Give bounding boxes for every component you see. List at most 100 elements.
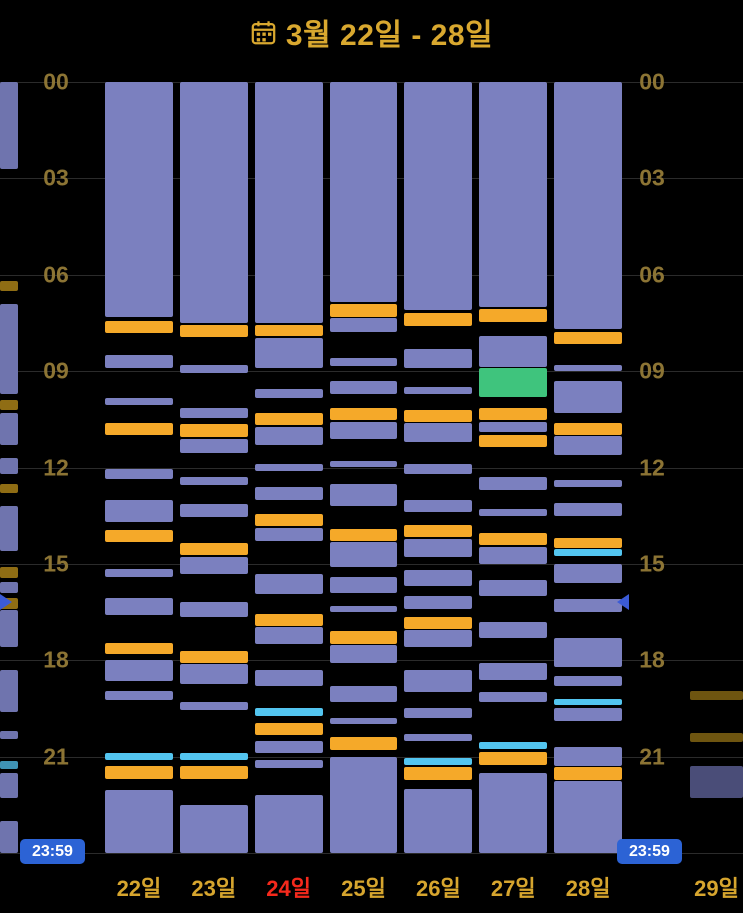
timeline-segment[interactable] [554, 538, 623, 548]
day-column-26일[interactable] [404, 82, 473, 853]
timeline-segment[interactable] [254, 514, 323, 526]
timeline-segment[interactable] [0, 412, 18, 445]
timeline-segment[interactable] [0, 820, 18, 853]
timeline-segment[interactable] [105, 355, 173, 368]
timeline-segment[interactable] [254, 388, 323, 399]
timeline-segment[interactable] [105, 499, 173, 523]
timeline-segment[interactable] [554, 780, 623, 853]
timeline-segment[interactable] [0, 281, 18, 291]
timeline-segment[interactable] [554, 698, 623, 706]
timeline-segment[interactable] [554, 708, 623, 722]
timeline-segment[interactable] [404, 630, 473, 648]
timeline-segment[interactable] [179, 753, 248, 760]
timeline-segment[interactable] [105, 568, 173, 577]
timeline-segment[interactable] [479, 421, 548, 432]
timeline-segment[interactable] [105, 597, 173, 616]
day-column-24일[interactable] [254, 82, 323, 853]
timeline-segment[interactable] [179, 804, 248, 853]
timeline-segment[interactable] [0, 730, 18, 739]
day-column-22일[interactable] [105, 82, 173, 853]
timeline-segment[interactable] [254, 426, 323, 445]
day-column-23일[interactable] [179, 82, 248, 853]
day-column-27일[interactable] [479, 82, 548, 853]
timeline-segment[interactable] [0, 772, 18, 799]
timeline-segment[interactable] [105, 530, 173, 543]
timeline-segment[interactable] [404, 734, 473, 741]
day-column-28일[interactable] [554, 82, 623, 853]
timeline-segment[interactable] [329, 685, 398, 702]
timeline-segment[interactable] [404, 464, 473, 474]
timeline-segment[interactable] [554, 436, 623, 455]
timeline-segment[interactable] [254, 82, 323, 323]
timeline-segment[interactable] [254, 669, 323, 686]
timeline-segment[interactable] [329, 737, 398, 750]
timeline-segment[interactable] [105, 690, 173, 701]
timeline-segment[interactable] [254, 464, 323, 471]
timeline-segment[interactable] [254, 759, 323, 768]
timeline-segment[interactable] [329, 421, 398, 439]
timeline-segment[interactable] [554, 676, 623, 686]
timeline-segment[interactable] [254, 338, 323, 368]
timeline-segment[interactable] [0, 483, 18, 494]
next-week-day-column[interactable] [690, 82, 743, 853]
timeline-segment[interactable] [404, 766, 473, 780]
timeline-segment[interactable] [329, 631, 398, 644]
timeline-segment[interactable] [329, 304, 398, 317]
timeline-segment[interactable] [105, 660, 173, 682]
timeline-segment[interactable] [404, 570, 473, 587]
timeline-segment[interactable] [404, 788, 473, 853]
timeline-segment[interactable] [479, 309, 548, 322]
timeline-segment[interactable] [329, 605, 398, 613]
timeline-segment[interactable] [179, 504, 248, 518]
timeline-segment[interactable] [329, 576, 398, 593]
timeline-segment[interactable] [179, 408, 248, 418]
timeline-segment[interactable] [479, 692, 548, 702]
timeline-segment[interactable] [179, 477, 248, 486]
timeline-segment[interactable] [254, 573, 323, 595]
timeline-segment[interactable] [254, 527, 323, 542]
timeline-segment[interactable] [254, 740, 323, 754]
timeline-segment[interactable] [254, 795, 323, 853]
timeline-segment[interactable] [0, 303, 18, 394]
timeline-segment[interactable] [179, 364, 248, 373]
timeline-segment[interactable] [479, 509, 548, 516]
day-column-25일[interactable] [329, 82, 398, 853]
timeline-segment[interactable] [479, 408, 548, 420]
timeline-segment[interactable] [554, 746, 623, 767]
timeline-segment[interactable] [0, 400, 18, 410]
timeline-segment[interactable] [404, 669, 473, 693]
timeline-segment[interactable] [329, 645, 398, 664]
timeline-segment[interactable] [690, 766, 743, 799]
timeline-segment[interactable] [404, 387, 473, 395]
timeline-segment[interactable] [179, 664, 248, 685]
timeline-segment[interactable] [105, 766, 173, 780]
timeline-segment[interactable] [554, 480, 623, 487]
timeline-segment[interactable] [404, 708, 473, 719]
timeline-segment[interactable] [179, 542, 248, 555]
timeline-segment[interactable] [0, 82, 18, 169]
timeline-segment[interactable] [554, 502, 623, 516]
timeline-segment[interactable] [554, 380, 623, 413]
timeline-segment[interactable] [404, 499, 473, 513]
timeline-segment[interactable] [479, 335, 548, 368]
timeline-segment[interactable] [479, 621, 548, 638]
timeline-segment[interactable] [554, 563, 623, 584]
timeline-segment[interactable] [404, 616, 473, 629]
timeline-segment[interactable] [404, 409, 473, 422]
timeline-segment[interactable] [329, 82, 398, 303]
timeline-segment[interactable] [254, 613, 323, 626]
timeline-segment[interactable] [479, 533, 548, 546]
timeline-segment[interactable] [179, 325, 248, 338]
timeline-segment[interactable] [404, 313, 473, 326]
timeline-segment[interactable] [254, 722, 323, 735]
timeline-segment[interactable] [0, 581, 18, 593]
timeline-segment[interactable] [404, 348, 473, 368]
timeline-segment[interactable] [0, 761, 18, 770]
timeline-segment[interactable] [479, 435, 548, 447]
timeline-segment[interactable] [479, 742, 548, 749]
timeline-segment[interactable] [404, 423, 473, 442]
timeline-segment[interactable] [0, 610, 18, 648]
timeline-segment[interactable] [404, 525, 473, 538]
timeline-segment[interactable] [179, 424, 248, 437]
timeline-segment[interactable] [479, 546, 548, 564]
